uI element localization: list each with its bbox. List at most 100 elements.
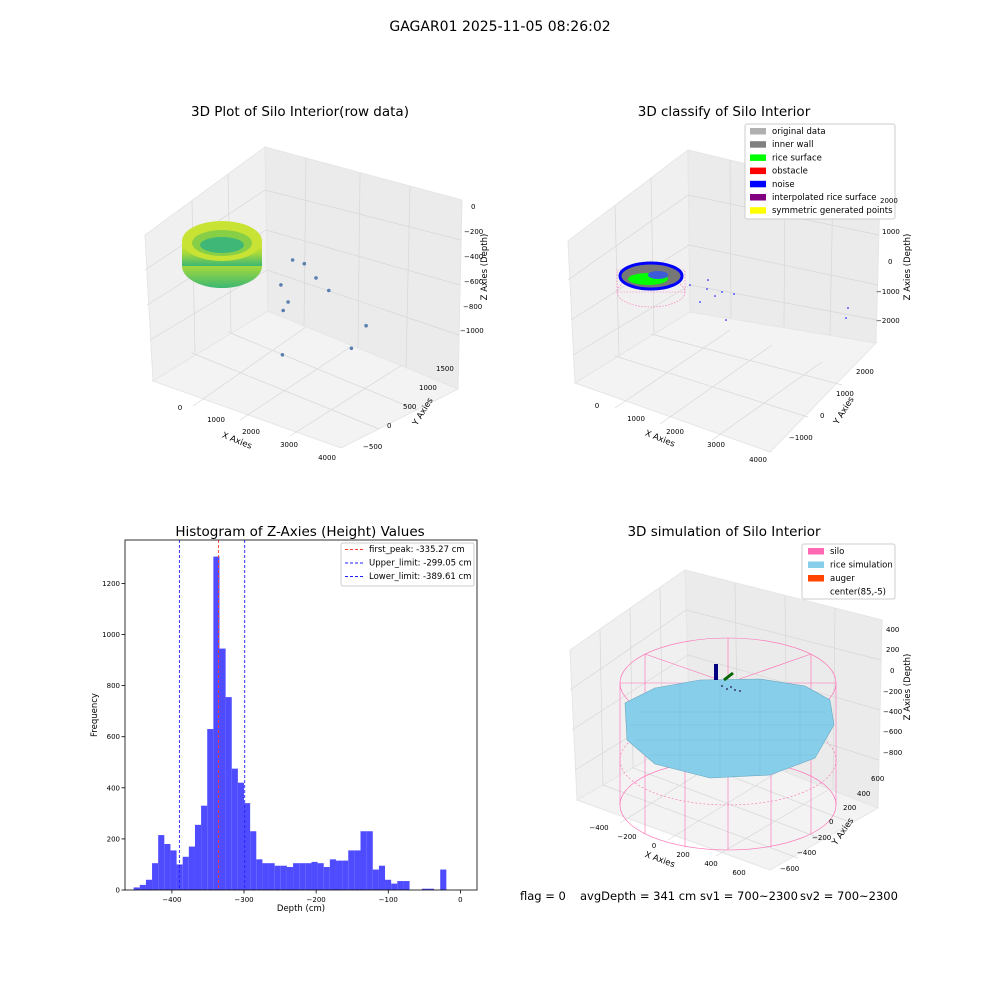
- raw-point: [314, 276, 318, 280]
- x-tick-label: −200: [307, 896, 326, 904]
- histogram-bar: [391, 883, 398, 890]
- simulation-legend: silo rice simulation auger center(85,-5): [801, 543, 896, 600]
- raw-point: [327, 288, 331, 293]
- svg-text:−800: −800: [463, 303, 482, 311]
- histogram-bar: [323, 867, 330, 890]
- histogram-bar: [219, 648, 226, 890]
- svg-text:1500: 1500: [436, 365, 454, 373]
- legend-swatch: [750, 128, 766, 135]
- histogram-bar: [385, 879, 392, 890]
- svg-text:0: 0: [387, 422, 391, 430]
- svg-text:−400: −400: [464, 253, 483, 261]
- histogram-bar: [360, 831, 367, 890]
- y-tick-label: 800: [107, 682, 120, 690]
- raw-x-ticks: 0 1000 2000 3000 4000: [178, 404, 336, 462]
- legend-swatch: [750, 154, 766, 161]
- svg-text:2000: 2000: [242, 428, 260, 436]
- auger-marker: [714, 664, 718, 680]
- legend-swatch: [808, 575, 824, 582]
- histogram-bar: [133, 887, 140, 890]
- histogram-bar: [427, 888, 435, 890]
- svg-text:1000: 1000: [836, 390, 854, 398]
- svg-text:−400: −400: [883, 708, 902, 716]
- histogram-bar: [305, 863, 312, 890]
- svg-text:0: 0: [471, 203, 475, 211]
- histogram-x-label: Depth (cm): [277, 904, 325, 914]
- histogram-bar: [262, 863, 269, 890]
- svg-text:600: 600: [871, 775, 884, 783]
- raw-z-label: Z Axies (Depth): [480, 234, 490, 301]
- histogram-bar: [152, 863, 159, 890]
- svg-text:−1000: −1000: [460, 327, 484, 335]
- rice-surface-mesh: [630, 679, 832, 778]
- x-tick-label: −400: [162, 896, 181, 904]
- svg-text:0: 0: [820, 412, 824, 420]
- svg-text:400: 400: [704, 860, 717, 868]
- histogram-bar: [354, 850, 361, 890]
- histogram-bars: [133, 556, 447, 890]
- y-tick-label: 200: [107, 835, 120, 843]
- noise-point: [847, 307, 849, 309]
- svg-text:−1000: −1000: [789, 434, 813, 442]
- legend-swatch: [750, 194, 766, 201]
- svg-text:−400: −400: [589, 824, 608, 832]
- panel-classify-title: 3D classify of Silo Interior: [638, 104, 811, 120]
- histogram-x-ticks: −400 −300 −200 −100 0: [162, 890, 463, 904]
- y-tick-label: 600: [107, 733, 120, 741]
- svg-text:1000: 1000: [627, 415, 645, 423]
- svg-text:−1000: −1000: [876, 288, 900, 296]
- raw-point: [281, 308, 286, 313]
- rice-simulation-surface: [624, 678, 835, 779]
- noise-point: [733, 293, 735, 295]
- legend-swatch: [750, 141, 766, 148]
- histogram-bar: [244, 803, 251, 890]
- panel-raw-3d: 3D Plot of Silo Interior(row data): [144, 104, 490, 462]
- histogram-bar: [164, 844, 171, 890]
- raw-z-ticks: 0 −200 −400 −600 −800 −1000: [460, 203, 484, 335]
- classify-z-ticks: 2000 1000 0 −1000 −2000: [876, 197, 900, 325]
- histogram-bar: [372, 869, 379, 890]
- svg-text:400: 400: [857, 790, 870, 798]
- simulation-y-ticks: 600 400 200 0 −200 −400 −600: [780, 775, 884, 873]
- legend-label: Upper_limit: -299.05 cm: [369, 559, 472, 569]
- legend-label: original data: [772, 127, 826, 137]
- legend-label: Lower_limit: -389.61 cm: [369, 572, 471, 582]
- y-tick-label: 1200: [102, 580, 120, 588]
- raw-point: [302, 261, 307, 266]
- histogram-frame: [124, 539, 478, 891]
- histogram-bar: [274, 865, 281, 890]
- svg-text:−600: −600: [464, 278, 483, 286]
- pane-floor: [573, 311, 878, 453]
- histogram-bar: [268, 863, 275, 890]
- raw-outlier-points: [279, 258, 368, 357]
- svg-text:1000: 1000: [419, 384, 437, 392]
- panel-simulation-3d: 3D simulation of Silo Interior: [569, 524, 913, 877]
- y-tick-label: 1000: [102, 631, 120, 639]
- histogram-bar: [397, 881, 404, 890]
- histogram-bar: [378, 865, 386, 890]
- auger-points: [721, 685, 741, 692]
- svg-text:400: 400: [886, 626, 899, 634]
- histogram-bar: [299, 863, 306, 890]
- classify-legend: original data inner wall rice surface obsta…: [744, 123, 896, 220]
- svg-text:−200: −200: [883, 688, 902, 696]
- svg-text:−200: −200: [617, 833, 636, 841]
- noise-point: [689, 284, 691, 286]
- classify-x-ticks: 0 1000 2000 3000 4000: [595, 402, 767, 464]
- sv1-value: sv1 = 700~2300: [700, 889, 798, 903]
- raw-point: [286, 300, 290, 304]
- legend-label: center(85,-5): [830, 588, 886, 598]
- histogram-legend: first_peak: -335.27 cm Upper_limit: -299.…: [340, 542, 475, 587]
- histogram-bar: [366, 831, 373, 890]
- histogram-bar: [280, 865, 287, 890]
- histogram-bar: [329, 859, 336, 890]
- histogram-bar: [286, 867, 294, 890]
- histogram-bar: [335, 860, 343, 890]
- svg-text:3000: 3000: [280, 441, 298, 449]
- svg-text:2000: 2000: [856, 368, 874, 376]
- svg-text:−400: −400: [797, 849, 816, 857]
- svg-text:0: 0: [890, 667, 894, 675]
- legend-label: auger: [830, 574, 855, 584]
- svg-text:−200: −200: [464, 228, 483, 236]
- noise-point: [707, 279, 709, 281]
